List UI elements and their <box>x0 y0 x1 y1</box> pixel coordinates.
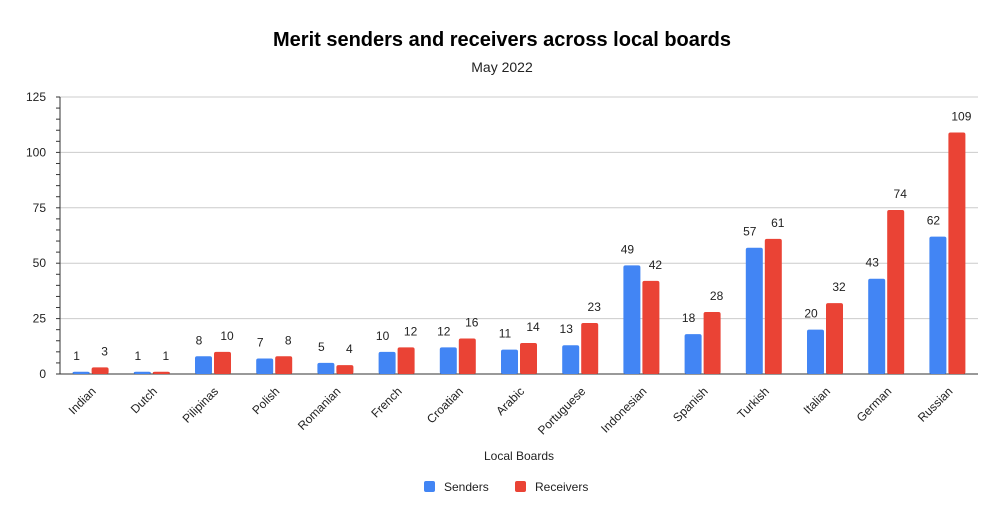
y-tick-label: 25 <box>33 312 47 326</box>
data-label: 43 <box>866 256 880 270</box>
data-label: 10 <box>376 329 390 343</box>
data-label: 12 <box>404 324 418 338</box>
bar-senders <box>501 349 518 374</box>
bar-receivers <box>520 342 537 374</box>
y-tick-label: 100 <box>26 145 46 159</box>
data-label: 62 <box>927 214 941 228</box>
x-tick-label: Spanish <box>670 384 711 425</box>
bar-receivers <box>397 347 415 374</box>
bar-senders <box>684 334 702 374</box>
bar-receivers <box>91 367 109 374</box>
data-label: 28 <box>710 289 724 303</box>
x-tick-label: French <box>368 384 404 420</box>
data-label: 109 <box>951 109 971 123</box>
bar-receivers <box>703 311 721 374</box>
legend-label: Receivers <box>535 480 588 494</box>
legend-swatch <box>515 481 526 492</box>
bar-receivers <box>581 323 599 374</box>
bar-senders <box>745 247 763 374</box>
data-label: 57 <box>743 225 757 239</box>
x-tick-label: Croatian <box>424 384 466 426</box>
y-axis-ticks: 0 25 50 75 100 125 <box>26 90 46 381</box>
data-label: 3 <box>101 344 108 358</box>
data-label: 11 <box>499 327 512 341</box>
data-label: 49 <box>621 242 635 256</box>
data-label: 74 <box>894 187 908 201</box>
legend-swatch <box>424 481 435 492</box>
x-tick-label: Arabic <box>493 384 527 418</box>
y-tick-label: 0 <box>39 367 46 381</box>
x-tick-label: Russian <box>915 384 956 425</box>
data-label: 23 <box>588 300 602 314</box>
data-label: 42 <box>649 258 663 272</box>
bars <box>72 132 966 374</box>
bar-senders <box>562 345 580 374</box>
chart-title: Merit senders and receivers across local… <box>273 29 731 51</box>
x-tick-label: Portuguese <box>535 384 589 438</box>
data-label: 14 <box>526 320 540 334</box>
chart-subtitle: May 2022 <box>471 59 533 75</box>
bar-receivers <box>152 371 170 374</box>
bar-senders <box>807 329 824 374</box>
legend-item: Receivers <box>515 480 588 494</box>
x-tick-label: Polish <box>249 384 282 417</box>
data-label: 18 <box>682 311 696 325</box>
data-label: 16 <box>465 316 479 330</box>
data-label: 13 <box>560 322 574 336</box>
data-label: 32 <box>832 280 846 294</box>
data-label: 10 <box>220 329 234 343</box>
x-tick-label: Pilipinas <box>180 384 222 426</box>
bar-senders <box>195 356 212 374</box>
bar-senders <box>623 265 641 374</box>
bar-senders <box>868 278 886 374</box>
gridlines <box>56 96 978 375</box>
bar-senders <box>133 371 151 374</box>
data-label: 5 <box>318 340 325 354</box>
bar-senders <box>378 351 396 374</box>
bar-senders <box>929 236 947 374</box>
bar-senders <box>72 371 90 374</box>
bar-receivers <box>887 210 905 374</box>
x-tick-label: Turkish <box>735 384 772 421</box>
x-tick-label: Dutch <box>128 384 160 416</box>
bar-senders <box>256 358 274 374</box>
legend-item: Senders <box>424 480 489 494</box>
bar-receivers <box>948 132 966 374</box>
data-label: 8 <box>196 333 203 347</box>
x-tick-label: Romanian <box>295 384 344 433</box>
data-label: 7 <box>257 335 264 349</box>
y-tick-label: 50 <box>33 256 47 270</box>
y-tick-label: 75 <box>33 201 47 215</box>
bar-receivers <box>336 365 354 374</box>
y-tick-label: 125 <box>26 90 46 104</box>
bar-receivers <box>275 356 293 374</box>
data-label: 1 <box>73 349 80 363</box>
data-label: 4 <box>346 342 353 356</box>
x-tick-label: German <box>854 384 895 425</box>
data-label: 61 <box>771 216 785 230</box>
bar-receivers <box>826 303 843 374</box>
bar-receivers <box>458 338 476 374</box>
data-label: 8 <box>285 333 292 347</box>
x-tick-label: Indonesian <box>598 384 649 435</box>
bar-receivers <box>642 280 660 374</box>
x-tick-label: Indian <box>66 384 99 417</box>
bar-senders <box>317 362 335 374</box>
data-label: 1 <box>162 349 169 363</box>
x-axis-ticks: Indian Dutch Pilipinas Polish Romanian French… <box>66 384 956 438</box>
x-axis-title: Local Boards <box>484 449 554 463</box>
data-label: 20 <box>804 307 818 321</box>
data-label: 12 <box>437 324 451 338</box>
legend-label: Senders <box>444 480 489 494</box>
data-label: 1 <box>134 349 141 363</box>
bar-senders <box>439 347 457 374</box>
bar-receivers <box>214 351 231 374</box>
legend: Senders Receivers <box>424 480 588 494</box>
x-tick-label: Italian <box>801 384 834 417</box>
bar-receivers <box>764 238 782 374</box>
